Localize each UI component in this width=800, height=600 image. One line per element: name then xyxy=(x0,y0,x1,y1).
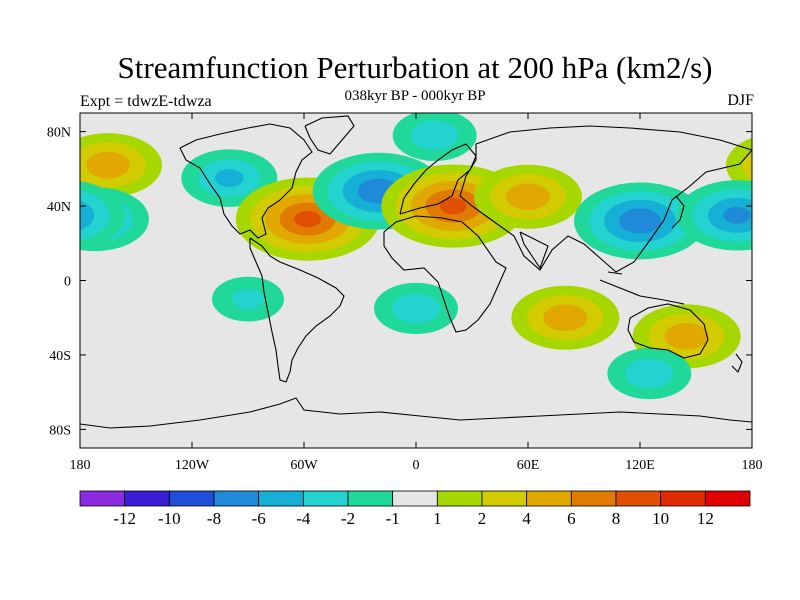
colorbar-swatch xyxy=(302,490,349,507)
anomaly-indian-ocean-high xyxy=(511,285,620,350)
x-tick-label: 60E xyxy=(517,458,540,473)
contour-level xyxy=(626,212,654,230)
colorbar-label: 4 xyxy=(522,509,531,528)
contour-level xyxy=(440,197,467,215)
coastlines xyxy=(80,115,752,429)
coast-indonesia xyxy=(599,271,685,305)
coast-europe xyxy=(399,143,477,215)
anomaly-north-pacific-high xyxy=(80,133,800,198)
colorbar-label: -2 xyxy=(341,509,355,528)
colorbar-label: 6 xyxy=(567,509,576,528)
coast-asia xyxy=(459,125,752,273)
colorbar-swatch xyxy=(704,490,751,507)
y-tick-label: 0 xyxy=(64,275,71,290)
contour-level xyxy=(401,299,431,318)
x-tick-label: 180 xyxy=(70,458,91,473)
anomaly-arctic-low xyxy=(392,113,477,161)
contour-level xyxy=(723,206,751,224)
y-tick-label: 80S xyxy=(49,423,71,438)
colorbar-label: -10 xyxy=(158,509,181,528)
colorbar-label: -1 xyxy=(386,509,400,528)
coast-africa xyxy=(383,215,507,333)
contour-level xyxy=(80,200,95,231)
contour-level xyxy=(634,364,665,383)
colorbar-swatch xyxy=(392,490,438,507)
contour-level xyxy=(750,158,752,172)
contour-level xyxy=(80,206,87,225)
anomaly-central-asia-high xyxy=(474,164,582,229)
anomaly-south-indian-low xyxy=(607,347,692,400)
contour-level xyxy=(753,210,781,227)
anomaly-west-pacific-low xyxy=(574,182,706,260)
x-tick-label: 180 xyxy=(742,458,763,473)
y-tick-label: 80N xyxy=(47,126,71,141)
x-tick-label: 0 xyxy=(413,458,420,473)
chart-subtitle: 038kyr BP - 000kyr BP xyxy=(344,88,486,104)
contour-level xyxy=(294,210,322,228)
colorbar-swatch xyxy=(481,490,528,507)
colorbar: -12 -10 -8 -6 -4 -2 -1 1 2 4 6 8 10 12 xyxy=(79,490,751,528)
colorbar-swatch xyxy=(124,490,170,507)
contour-level xyxy=(0,318,45,354)
colorbar-label: 8 xyxy=(612,509,621,528)
contour-level xyxy=(672,327,701,346)
anomaly-pacific-low xyxy=(80,180,752,251)
x-tick-label: 60W xyxy=(290,458,318,473)
contour-level xyxy=(419,125,450,145)
contour-level xyxy=(551,309,580,327)
anomaly-south-atlantic-low xyxy=(374,282,458,335)
anomaly-south-pacific-low xyxy=(212,276,284,322)
colorbar-swatch xyxy=(526,490,572,507)
contour-level xyxy=(514,188,542,206)
x-tick-label: 120E xyxy=(625,458,655,473)
colorbar-label: 2 xyxy=(478,509,487,528)
season-label: DJF xyxy=(727,92,754,109)
colorbar-swatch xyxy=(660,490,706,507)
coast-north-america xyxy=(179,123,313,239)
x-tick-label: 120W xyxy=(175,458,210,473)
colorbar-label: 1 xyxy=(433,509,442,528)
colorbar-swatch xyxy=(615,490,662,507)
experiment-label: Expt = tdwzE-tdwza xyxy=(80,93,212,110)
contour-level xyxy=(0,323,37,350)
chart-title: Streamfunction Perturbation at 200 hPa (… xyxy=(117,50,713,85)
coast-japan xyxy=(671,195,685,229)
coast-australia xyxy=(627,303,709,359)
coast-south-america xyxy=(249,237,345,383)
colorbar-label: 10 xyxy=(652,509,669,528)
contour-level xyxy=(0,314,53,359)
x-axis: 180 120W 60W 0 60E 120E 180 xyxy=(70,113,763,473)
coast-greenland xyxy=(304,115,355,155)
contour-level xyxy=(232,288,264,310)
y-tick-label: 40S xyxy=(49,349,71,364)
colorbar-swatch xyxy=(79,490,126,507)
y-axis: 80N 40N 0 40S 80S xyxy=(47,126,752,438)
colorbar-label: -8 xyxy=(207,509,221,528)
contour-level xyxy=(758,152,800,179)
colorbar-swatch xyxy=(570,490,617,507)
contour-level xyxy=(766,156,794,173)
colorbar-swatch xyxy=(347,490,394,507)
contour-field xyxy=(0,113,800,400)
contour-level xyxy=(214,169,244,188)
coast-antarctica xyxy=(80,397,752,429)
colorbar-label: -4 xyxy=(296,509,311,528)
colorbar-label: -12 xyxy=(113,509,136,528)
colorbar-label: -6 xyxy=(252,509,266,528)
coast-india xyxy=(519,231,549,270)
colorbar-swatch xyxy=(436,490,483,507)
colorbar-swatch xyxy=(258,490,304,507)
colorbar-swatch xyxy=(168,490,215,507)
contour-level xyxy=(742,149,752,181)
coast-new-zealand xyxy=(731,353,743,373)
colorbar-swatch xyxy=(213,490,260,507)
contour-level xyxy=(94,156,122,174)
contour-level xyxy=(1,328,29,345)
y-tick-label: 40N xyxy=(47,200,71,215)
colorbar-label: 12 xyxy=(697,509,714,528)
